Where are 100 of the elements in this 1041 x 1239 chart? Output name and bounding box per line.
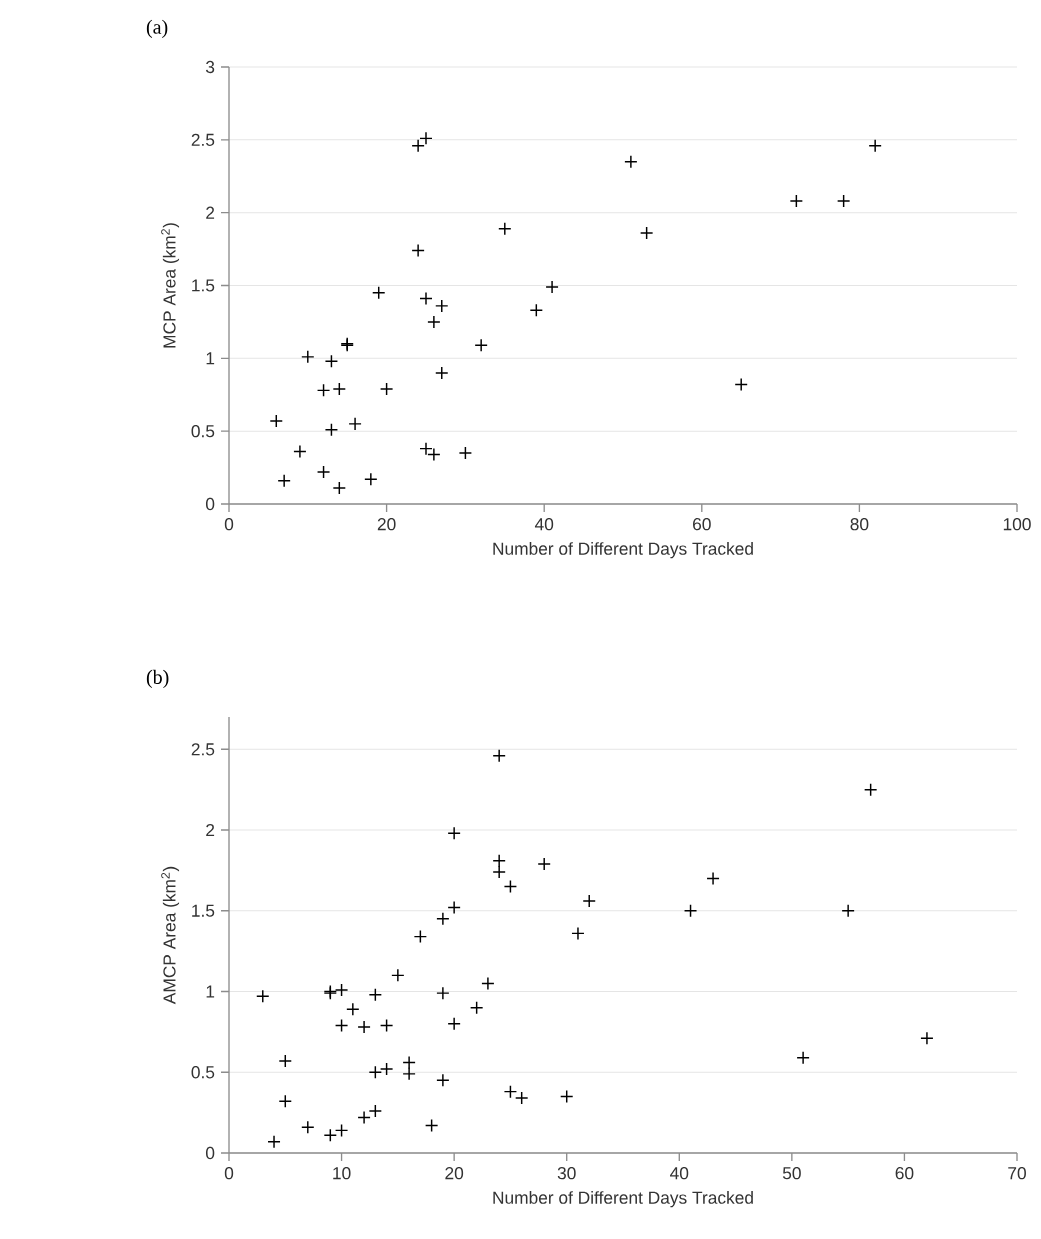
point (435, 299, 449, 313)
point (419, 291, 433, 306)
point (411, 138, 425, 153)
x-tick-label: 0 (224, 1167, 234, 1180)
point (368, 1065, 383, 1079)
y-tick-label: 2 (206, 823, 215, 837)
point (436, 1073, 450, 1088)
point (278, 1054, 293, 1068)
y-tick-label: 1.5 (192, 279, 215, 292)
point (503, 1084, 518, 1099)
point (357, 1110, 371, 1125)
y-axis-title: MCP Area (km$^{2}$) (161, 223, 180, 348)
point (514, 1091, 529, 1105)
point (734, 377, 748, 392)
point (920, 1031, 934, 1046)
point (436, 986, 450, 1000)
point (301, 1120, 315, 1134)
point (836, 194, 851, 208)
point (267, 1134, 281, 1149)
point (529, 303, 544, 317)
point (436, 912, 450, 926)
point (624, 154, 638, 169)
point (841, 904, 855, 918)
x-tick-label: 40 (534, 518, 554, 531)
y-tick-label: 2 (206, 206, 215, 219)
point (435, 366, 449, 380)
point (413, 929, 428, 944)
y-tick-label: 0.5 (191, 425, 215, 438)
x-tick-label: 20 (377, 518, 396, 531)
x-tick-label: 10 (333, 1167, 351, 1180)
point (324, 422, 339, 437)
point (492, 749, 506, 763)
point (492, 865, 506, 879)
point (419, 131, 433, 146)
point (379, 1018, 394, 1033)
point (481, 976, 495, 991)
x-tick-label: 50 (782, 1167, 801, 1180)
y-tick-label: 2.5 (191, 133, 215, 146)
y-tick-label: 1.5 (192, 904, 215, 917)
point (364, 472, 378, 486)
point (447, 1017, 461, 1031)
point (348, 417, 362, 431)
x-tick-label: 40 (670, 1167, 689, 1180)
point (334, 983, 349, 997)
point (427, 315, 441, 329)
point (324, 354, 339, 368)
point (402, 1067, 416, 1081)
x-tick-label: 100 (1003, 518, 1031, 531)
y-tick-label: 2.5 (191, 743, 215, 756)
point (424, 1118, 439, 1133)
point (503, 879, 518, 894)
point (368, 988, 383, 1002)
point (277, 473, 291, 488)
point (458, 446, 473, 460)
point (269, 414, 284, 428)
point (582, 894, 596, 908)
point (498, 221, 512, 236)
point (683, 904, 698, 918)
point (256, 989, 270, 1004)
point (357, 1020, 371, 1034)
x-tick-label: 70 (1008, 1167, 1026, 1180)
y-tick-label: 0.5 (191, 1066, 215, 1079)
point (368, 1104, 383, 1118)
x-axis-title: Number of Different Days Tracked (493, 542, 753, 559)
point (789, 194, 804, 208)
point (332, 481, 347, 495)
point (379, 1062, 394, 1076)
y-tick-label: 1 (206, 352, 215, 365)
y-axis-title: AMCP Area (km$^{2}$) (161, 866, 180, 1005)
x-axis-title: Number of Different Days Tracked (493, 1191, 753, 1208)
point (411, 243, 425, 258)
y-tick-label: 0 (205, 497, 215, 511)
point (332, 382, 347, 396)
x-tick-label: 80 (850, 518, 869, 531)
point (868, 138, 882, 153)
point (371, 286, 386, 300)
y-tick-label: 3 (205, 60, 215, 74)
point (334, 1018, 349, 1033)
point (639, 226, 654, 240)
point (447, 900, 461, 915)
point (316, 383, 331, 398)
y-tick-label: 0 (205, 1146, 215, 1160)
point (379, 382, 394, 396)
chart-title: (b) (146, 669, 169, 688)
x-tick-label: 30 (557, 1167, 576, 1180)
point (402, 1055, 416, 1070)
y-tick-label: 1 (206, 985, 215, 998)
point (474, 338, 488, 352)
point (391, 968, 405, 983)
point (301, 350, 315, 364)
point (796, 1050, 810, 1065)
point (323, 1128, 338, 1142)
point (346, 1002, 360, 1017)
point (334, 1123, 349, 1138)
point (293, 444, 307, 459)
point (571, 926, 585, 941)
x-tick-label: 60 (895, 1167, 914, 1180)
point (492, 853, 506, 868)
point (863, 782, 878, 797)
point (469, 1000, 484, 1015)
